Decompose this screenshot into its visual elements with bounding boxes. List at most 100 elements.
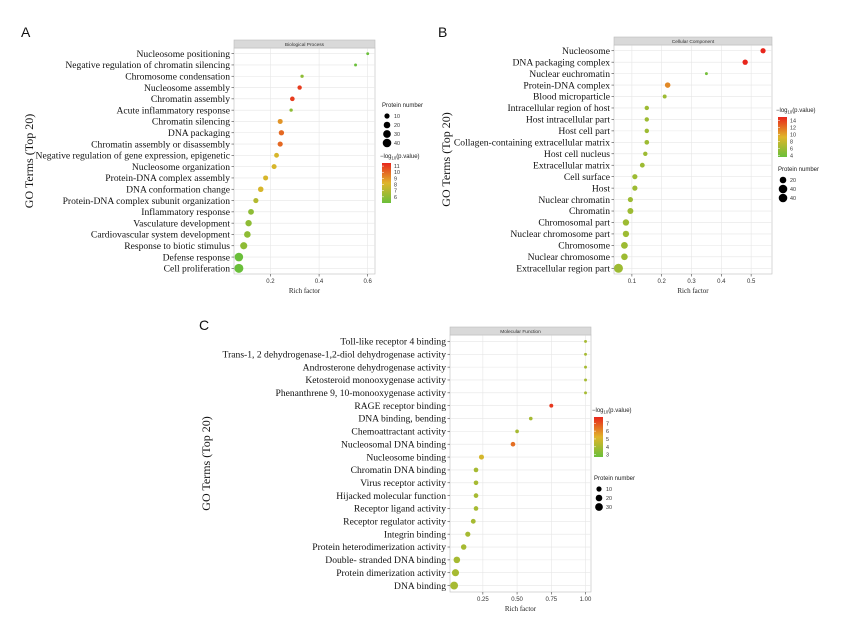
color-legend-label: 3 <box>606 453 609 459</box>
facet-strip <box>449 326 592 336</box>
color-legend-title-main: −log <box>776 108 788 114</box>
facet-title: Cellular Component <box>672 39 715 45</box>
data-point <box>621 241 628 249</box>
color-legend-label: 6 <box>394 195 397 201</box>
go-term-label: Trans-1, 2 dehydrogenase-1,2-diol dehydr… <box>223 349 447 360</box>
color-legend-title-sub: 10 <box>788 110 793 115</box>
size-legend-label: 20 <box>790 178 796 184</box>
color-legend-bar <box>778 117 787 157</box>
go-term-label: Nucleosome <box>562 46 610 57</box>
data-point <box>510 441 516 447</box>
data-point <box>622 230 630 238</box>
size-legend-dot <box>596 486 602 492</box>
x-tick-label: 1.00 <box>580 597 592 603</box>
data-point <box>366 52 370 56</box>
go-term-label: Protein-DNA complex subunit organization <box>63 196 231 207</box>
data-point <box>760 48 766 54</box>
go-term-label: DNA binding, bending <box>358 414 446 425</box>
data-point <box>248 208 254 215</box>
x-axis-title: Rich factor <box>505 605 537 613</box>
size-legend-dot <box>779 176 787 184</box>
facet-strip <box>613 36 773 46</box>
size-legend-dot <box>595 494 603 502</box>
go-term-label: DNA binding <box>394 581 446 592</box>
go-term-label: Protein-DNA complex assembly <box>105 173 230 184</box>
size-legend-label: 40 <box>790 187 796 193</box>
go-term-label: Host intracellular part <box>526 115 611 126</box>
go-term-label: Toll-like receptor 4 binding <box>340 337 446 348</box>
data-point <box>584 365 587 369</box>
x-tick-label: 0.2 <box>658 279 667 285</box>
data-point <box>300 74 304 78</box>
go-term-label: Nuclear chromatin <box>538 195 610 206</box>
color-legend-label: 7 <box>394 189 397 195</box>
go-term-label: Chromatin assembly <box>151 94 230 105</box>
color-legend-title: −log10(p.value) <box>380 154 420 161</box>
data-point <box>470 518 476 524</box>
data-point <box>528 416 533 421</box>
go-term-label: Host cell part <box>558 126 610 137</box>
panel-a: A Biological Process Nucleosome positionin… <box>21 24 423 295</box>
go-term-label: Protein-DNA complex <box>523 80 610 91</box>
go-term-label: Nucleosome binding <box>366 452 446 463</box>
plot-area <box>613 44 773 275</box>
go-term-label: Cardiovascular system development <box>91 230 230 241</box>
x-axis-title: Rich factor <box>677 287 709 295</box>
go-term-label: Chromatin silencing <box>152 117 230 128</box>
go-term-label: Inflammatory response <box>141 207 230 218</box>
data-point <box>450 581 459 590</box>
panel-letter: C <box>199 317 209 333</box>
x-tick-label: 0.50 <box>511 597 523 603</box>
size-legend-dot <box>383 121 391 129</box>
data-point <box>644 117 650 122</box>
x-tick-label: 0.6 <box>364 279 373 285</box>
y-axis-title: GO Terms (Top 20) <box>439 112 453 206</box>
data-point <box>704 72 708 76</box>
data-point <box>465 531 471 537</box>
size-legend-dot <box>384 113 390 119</box>
panel-c: C Molecular Function Toll-like receptor 4 … <box>199 317 635 613</box>
data-point <box>584 391 587 395</box>
facet-title: Biological Process <box>285 42 325 48</box>
x-tick-label: 0.75 <box>545 597 557 603</box>
data-point <box>460 544 467 550</box>
color-legend-title-end: (p.value) <box>608 408 631 414</box>
go-term-label: Chromatin <box>569 206 610 217</box>
color-legend-label: 5 <box>606 437 609 443</box>
go-term-label: Negative regulation of chromatin silenci… <box>65 60 230 71</box>
facet-strip <box>233 39 376 49</box>
color-legend-label: 6 <box>790 146 793 152</box>
size-legend-label: 40 <box>790 196 796 202</box>
data-point <box>245 219 252 227</box>
color-legend-label: 4 <box>790 153 793 159</box>
color-legend-label: 8 <box>790 139 793 145</box>
go-term-label: Nucleosome assembly <box>144 83 230 94</box>
go-term-label: Integrin binding <box>384 529 446 540</box>
color-legend-label: 4 <box>606 445 609 451</box>
color-legend-title-sub: 10 <box>604 410 609 415</box>
panel-letter: B <box>438 24 447 40</box>
color-legend-label: 11 <box>394 164 400 170</box>
data-point <box>257 186 264 193</box>
go-term-label: Host <box>592 183 610 194</box>
x-tick-label: 0.25 <box>477 597 489 603</box>
color-legend-title-main: −log <box>592 408 604 414</box>
go-term-label: Chromosomal part <box>538 218 610 229</box>
y-axis-title: GO Terms (Top 20) <box>22 114 36 208</box>
panel-letter: A <box>21 24 31 40</box>
go-term-label: Double- stranded DNA binding <box>325 555 446 566</box>
size-legend-dot <box>778 193 788 203</box>
plot-area <box>233 47 376 275</box>
data-point <box>515 429 519 434</box>
size-legend-label: 10 <box>606 487 612 493</box>
x-axis-title: Rich factor <box>289 287 321 295</box>
size-legend-title: Protein number <box>778 167 819 173</box>
data-point <box>584 339 587 343</box>
go-term-label: Nuclear chromosome <box>528 252 610 263</box>
go-term-label: Acute inflammatory response <box>117 105 231 116</box>
data-point <box>644 140 650 145</box>
plot-area <box>449 334 592 593</box>
color-legend-label: 8 <box>394 183 397 189</box>
go-term-label: Protein heterodimerization activity <box>312 542 446 553</box>
